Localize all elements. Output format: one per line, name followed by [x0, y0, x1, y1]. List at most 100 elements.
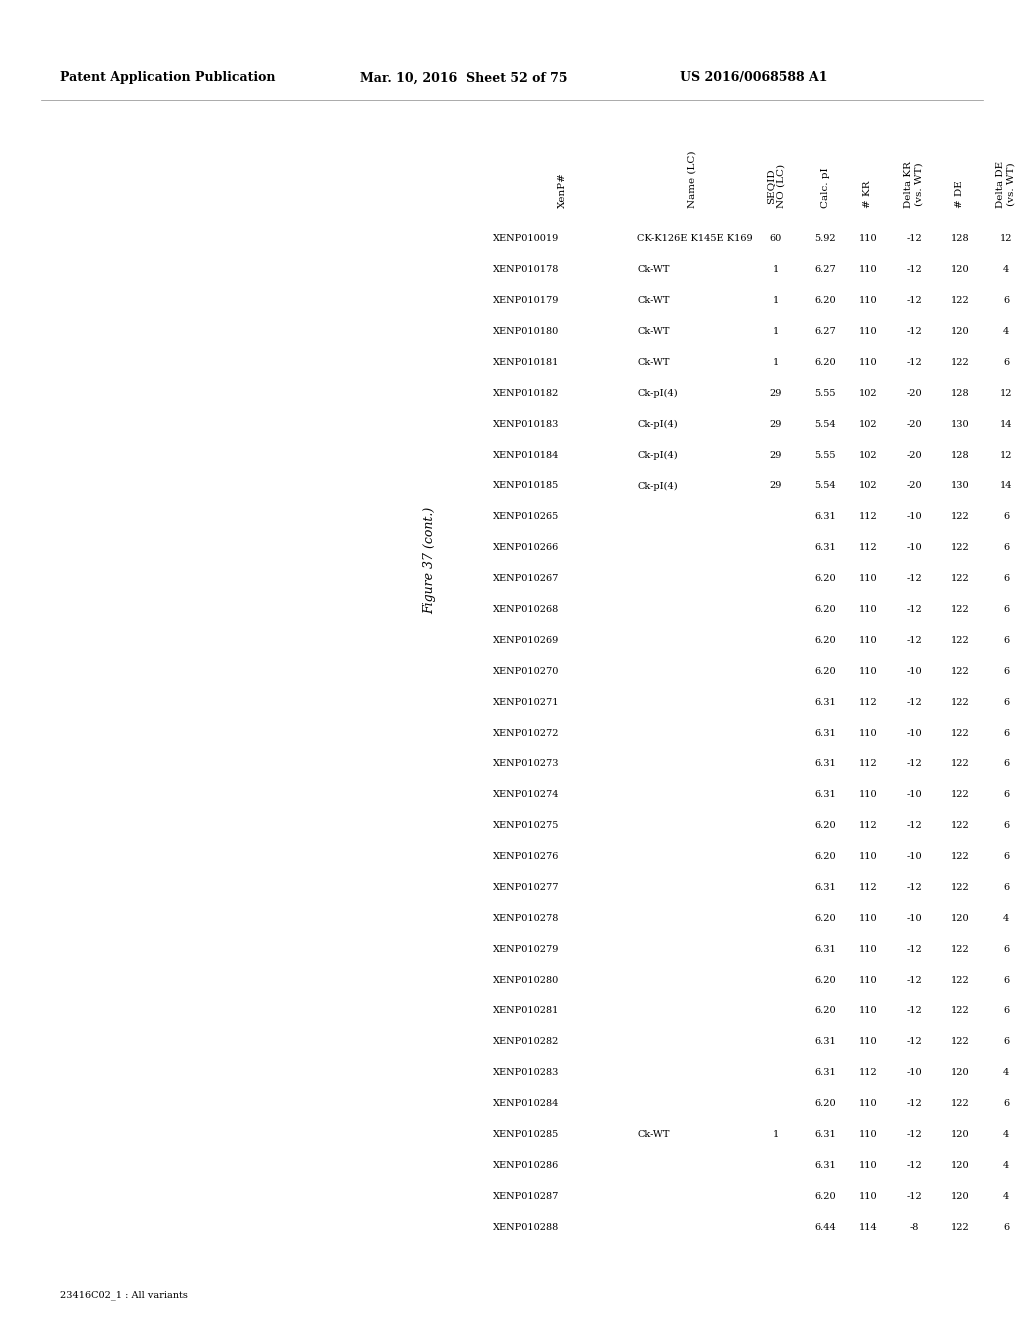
Text: 5.54: 5.54	[814, 420, 836, 429]
Text: 110: 110	[859, 1192, 878, 1201]
Text: SEQID
NO (LC): SEQID NO (LC)	[766, 164, 785, 209]
Text: XENP010271: XENP010271	[493, 697, 559, 706]
Text: Patent Application Publication: Patent Application Publication	[60, 71, 275, 84]
Text: -10: -10	[906, 667, 922, 676]
Text: 120: 120	[950, 1130, 970, 1139]
Text: 122: 122	[950, 821, 970, 830]
Text: -20: -20	[906, 389, 922, 397]
Text: 110: 110	[859, 667, 878, 676]
Text: XENP010287: XENP010287	[493, 1192, 559, 1201]
Text: XENP010182: XENP010182	[493, 389, 559, 397]
Text: 6.20: 6.20	[814, 667, 836, 676]
Text: 128: 128	[950, 450, 970, 459]
Text: 6.20: 6.20	[814, 605, 836, 614]
Text: -12: -12	[906, 883, 922, 892]
Text: Ck-pI(4): Ck-pI(4)	[637, 482, 678, 491]
Text: 6.31: 6.31	[814, 697, 836, 706]
Text: 6.27: 6.27	[814, 327, 836, 337]
Text: 6.27: 6.27	[814, 265, 836, 275]
Text: -10: -10	[906, 544, 922, 552]
Text: 6: 6	[1002, 1006, 1009, 1015]
Text: 120: 120	[950, 1160, 970, 1170]
Text: 1: 1	[773, 265, 779, 275]
Text: 6.31: 6.31	[814, 791, 836, 800]
Text: US 2016/0068588 A1: US 2016/0068588 A1	[680, 71, 827, 84]
Text: 102: 102	[859, 482, 878, 491]
Text: 110: 110	[859, 358, 878, 367]
Text: XENP010272: XENP010272	[493, 729, 559, 738]
Text: 6.31: 6.31	[814, 1160, 836, 1170]
Text: 6.20: 6.20	[814, 636, 836, 645]
Text: CK-K126E K145E K169: CK-K126E K145E K169	[637, 235, 753, 243]
Text: -12: -12	[906, 1038, 922, 1047]
Text: XENP010275: XENP010275	[493, 821, 559, 830]
Text: 5.55: 5.55	[814, 389, 836, 397]
Text: 120: 120	[950, 1192, 970, 1201]
Text: 14: 14	[999, 420, 1013, 429]
Text: -12: -12	[906, 1006, 922, 1015]
Text: Ck-pI(4): Ck-pI(4)	[637, 388, 678, 397]
Text: 130: 130	[950, 482, 970, 491]
Text: 1: 1	[773, 327, 779, 337]
Text: 14: 14	[999, 482, 1013, 491]
Text: 29: 29	[770, 420, 782, 429]
Text: 4: 4	[1002, 913, 1009, 923]
Text: -12: -12	[906, 1130, 922, 1139]
Text: Delta KR
(vs. WT): Delta KR (vs. WT)	[904, 161, 924, 209]
Text: 112: 112	[859, 1068, 878, 1077]
Text: -12: -12	[906, 358, 922, 367]
Text: 6.31: 6.31	[814, 883, 836, 892]
Text: -12: -12	[906, 1192, 922, 1201]
Text: 6: 6	[1002, 296, 1009, 305]
Text: -12: -12	[906, 636, 922, 645]
Text: 112: 112	[859, 512, 878, 521]
Text: 12: 12	[999, 389, 1013, 397]
Text: # KR: # KR	[863, 181, 872, 209]
Text: -12: -12	[906, 1100, 922, 1107]
Text: 110: 110	[859, 296, 878, 305]
Text: 120: 120	[950, 1068, 970, 1077]
Text: -12: -12	[906, 1160, 922, 1170]
Text: 110: 110	[859, 1038, 878, 1047]
Text: 122: 122	[950, 883, 970, 892]
Text: 114: 114	[859, 1222, 878, 1232]
Text: 5.55: 5.55	[814, 450, 836, 459]
Text: 6: 6	[1002, 791, 1009, 800]
Text: 6.20: 6.20	[814, 913, 836, 923]
Text: 110: 110	[859, 636, 878, 645]
Text: 1: 1	[773, 1130, 779, 1139]
Text: Ck-WT: Ck-WT	[637, 327, 670, 337]
Text: Ck-WT: Ck-WT	[637, 296, 670, 305]
Text: 112: 112	[859, 544, 878, 552]
Text: # DE: # DE	[955, 181, 965, 209]
Text: 112: 112	[859, 759, 878, 768]
Text: 6: 6	[1002, 945, 1009, 953]
Text: XENP010285: XENP010285	[493, 1130, 559, 1139]
Text: 6: 6	[1002, 574, 1009, 583]
Text: XENP010267: XENP010267	[493, 574, 559, 583]
Text: 128: 128	[950, 235, 970, 243]
Text: 122: 122	[950, 512, 970, 521]
Text: 6.20: 6.20	[814, 296, 836, 305]
Text: 6.31: 6.31	[814, 1068, 836, 1077]
Text: 6.31: 6.31	[814, 945, 836, 953]
Text: 6.31: 6.31	[814, 544, 836, 552]
Text: 110: 110	[859, 945, 878, 953]
Text: 122: 122	[950, 975, 970, 985]
Text: 6: 6	[1002, 358, 1009, 367]
Text: Calc. pI: Calc. pI	[820, 168, 829, 209]
Text: -10: -10	[906, 512, 922, 521]
Text: 6.31: 6.31	[814, 1130, 836, 1139]
Text: 6.31: 6.31	[814, 729, 836, 738]
Text: 110: 110	[859, 265, 878, 275]
Text: 110: 110	[859, 1006, 878, 1015]
Text: XENP010278: XENP010278	[493, 913, 559, 923]
Text: 5.54: 5.54	[814, 482, 836, 491]
Text: 6: 6	[1002, 883, 1009, 892]
Text: 4: 4	[1002, 265, 1009, 275]
Text: 122: 122	[950, 296, 970, 305]
Text: 29: 29	[770, 389, 782, 397]
Text: 6.31: 6.31	[814, 1038, 836, 1047]
Text: -10: -10	[906, 1068, 922, 1077]
Text: 110: 110	[859, 851, 878, 861]
